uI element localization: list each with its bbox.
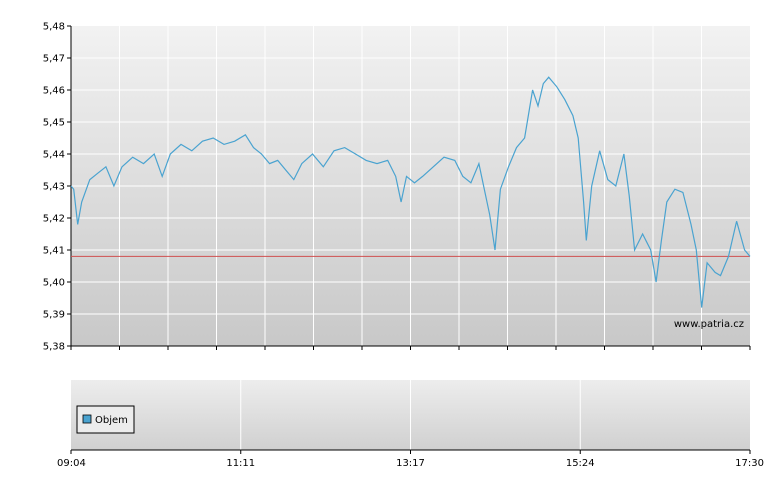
y-tick-label: 5,47 <box>43 54 65 65</box>
volume-legend: Objem <box>76 405 135 434</box>
x-tick-label: 13:17 <box>396 458 425 469</box>
y-tick-label: 5,48 <box>43 22 65 33</box>
y-tick-label: 5,40 <box>43 278 65 289</box>
y-tick-label: 5,44 <box>43 150 65 161</box>
legend-label: Objem <box>95 415 128 426</box>
x-tick-label: 17:30 <box>735 458 764 469</box>
x-tick-label: 15:24 <box>566 458 595 469</box>
y-tick-label: 5,38 <box>43 342 65 353</box>
x-axis-labels: 09:04 11:11 13:17 15:24 17:30 <box>57 450 764 469</box>
y-tick-label: 5,42 <box>43 214 65 225</box>
y-axis-ticks: 5,48 5,47 5,46 5,45 5,44 5,43 5,42 5,41 5,40 5,39… <box>43 22 71 353</box>
y-tick-label: 5,41 <box>43 246 65 257</box>
legend-swatch <box>82 414 92 424</box>
y-tick-label: 5,43 <box>43 182 65 193</box>
y-tick-label: 5,39 <box>43 310 65 321</box>
x-tick-label: 11:11 <box>226 458 255 469</box>
watermark-text: www.patria.cz <box>674 319 744 330</box>
y-tick-label: 5,45 <box>43 118 65 129</box>
grid-lines <box>71 26 750 346</box>
volume-grid-lines <box>240 380 581 450</box>
x-tick-label: 09:04 <box>57 458 86 469</box>
x-axis-ticks <box>70 346 751 350</box>
price-series-line <box>70 76 751 308</box>
y-tick-label: 5,46 <box>43 86 65 97</box>
